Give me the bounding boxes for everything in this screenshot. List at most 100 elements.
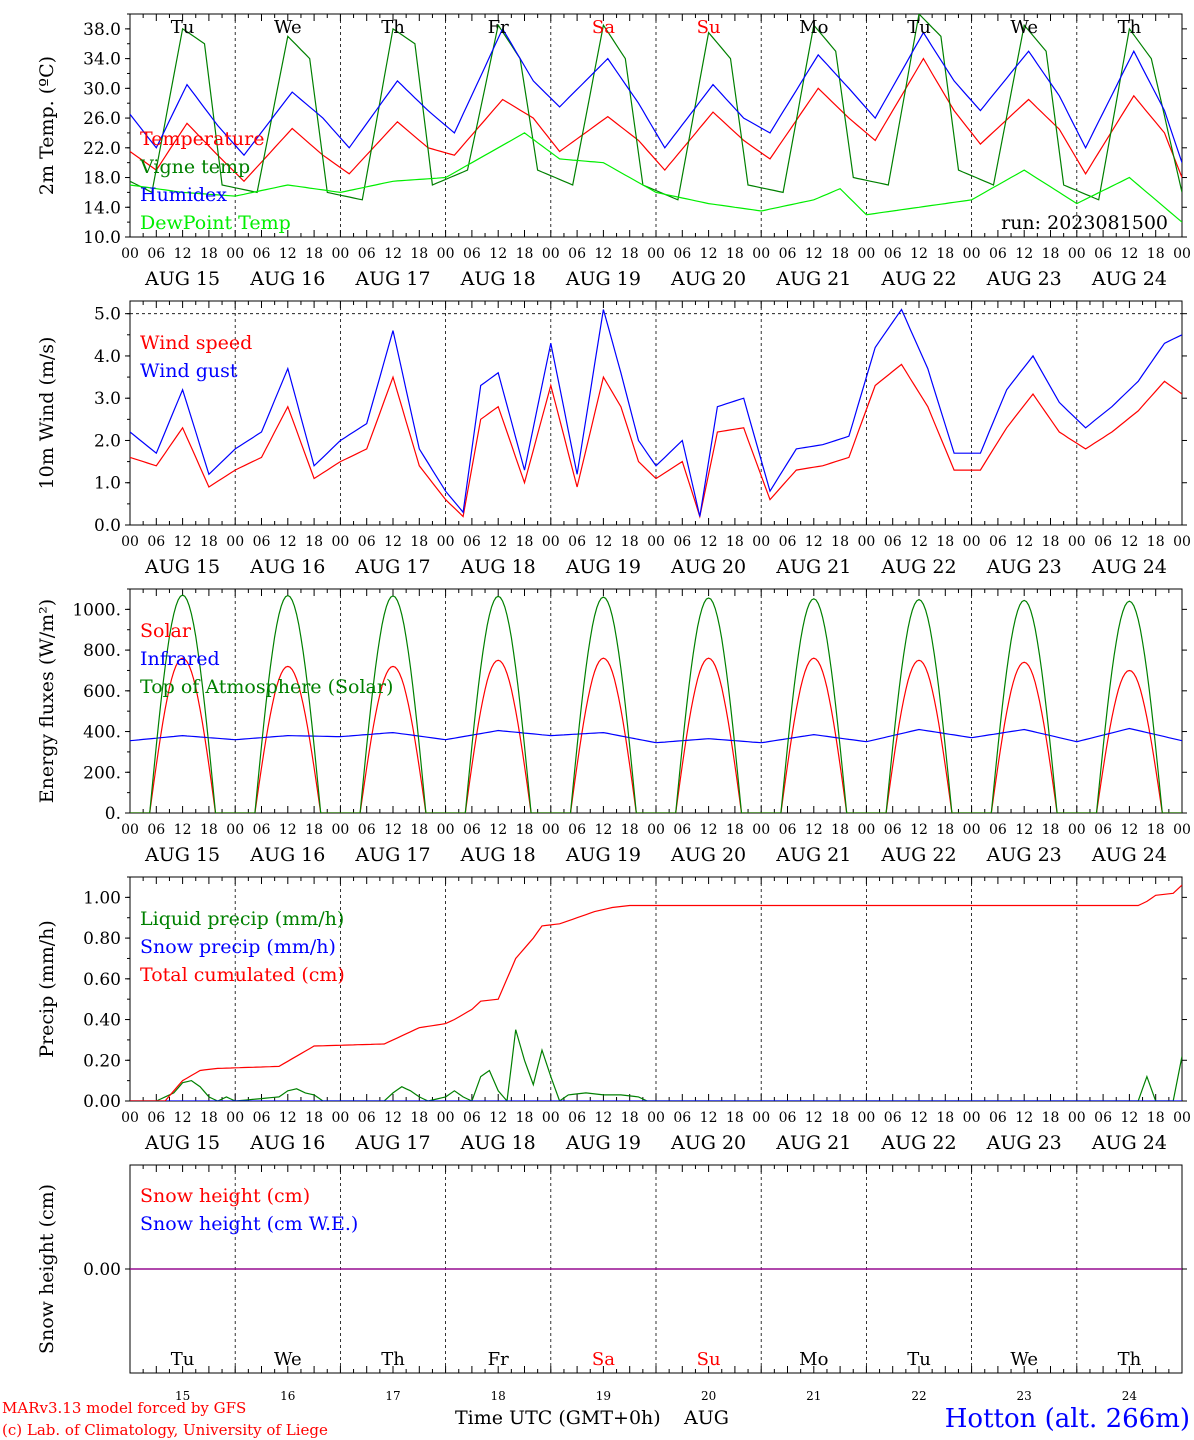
hour-tick-label: 12 bbox=[594, 246, 612, 262]
y-tick-label: 0.80 bbox=[83, 929, 121, 949]
hour-tick-label: 00 bbox=[1068, 246, 1086, 262]
weekday-label: Fr bbox=[488, 17, 509, 38]
hour-tick-label: 00 bbox=[226, 246, 244, 262]
hour-tick-label: 18 bbox=[200, 246, 218, 262]
hour-tick-label: 18 bbox=[936, 246, 954, 262]
panel-frame bbox=[129, 588, 1183, 814]
y-tick-label: 0.0 bbox=[94, 516, 121, 536]
hour-tick-label: 12 bbox=[1015, 1110, 1033, 1126]
hour-tick-label: 12 bbox=[594, 534, 612, 550]
y-tick-label: 26.0 bbox=[83, 109, 121, 129]
y-tick-label: 2.0 bbox=[94, 431, 121, 451]
date-label: AUG 24 bbox=[1091, 556, 1167, 578]
weekday-label: Sa bbox=[592, 1349, 615, 1370]
hour-tick-label: 18 bbox=[200, 534, 218, 550]
model-credit: MARv3.13 model forced by GFS bbox=[2, 1399, 246, 1417]
hour-tick-label: 18 bbox=[1147, 534, 1165, 550]
weekday-label: We bbox=[1010, 17, 1038, 38]
y-tick-label: 3.0 bbox=[94, 389, 121, 409]
hour-tick-label: 00 bbox=[647, 534, 665, 550]
hour-tick-label: 12 bbox=[384, 534, 402, 550]
hour-tick-label: 18 bbox=[200, 822, 218, 838]
hour-tick-label: 00 bbox=[1068, 1110, 1086, 1126]
y-tick-label: 30.0 bbox=[83, 79, 121, 99]
date-label: AUG 23 bbox=[986, 1132, 1062, 1154]
hour-tick-label: 18 bbox=[831, 1110, 849, 1126]
hour-tick-label: 18 bbox=[516, 534, 534, 550]
weekday-label: Tu bbox=[907, 17, 931, 38]
hour-tick-label: 12 bbox=[910, 822, 928, 838]
hour-tick-label: 06 bbox=[884, 822, 902, 838]
series-line-humidex bbox=[130, 27, 1182, 163]
hour-tick-label: 06 bbox=[779, 822, 797, 838]
series-line-wind-speed bbox=[130, 363, 1182, 519]
panel-4: 1.00 0.80 0.60 0.40 0.20 0.00 Precip (mm/h) Liq… bbox=[36, 876, 1191, 1154]
date-label: AUG 19 bbox=[565, 268, 641, 290]
month-label: AUG bbox=[683, 1407, 729, 1429]
date-label: AUG 17 bbox=[354, 1132, 430, 1154]
hour-tick-label: 18 bbox=[621, 246, 639, 262]
series-group bbox=[130, 594, 1182, 813]
hour-tick-label: 12 bbox=[1015, 246, 1033, 262]
hour-tick-label: 06 bbox=[989, 1110, 1007, 1126]
y-tick-label: 38.0 bbox=[83, 20, 121, 40]
hour-tick-label: 18 bbox=[1147, 1110, 1165, 1126]
date-label: AUG 22 bbox=[880, 1132, 956, 1154]
footer: MARv3.13 model forced by GFS (c) Lab. of… bbox=[2, 1399, 1190, 1439]
hour-tick-label: 12 bbox=[594, 822, 612, 838]
day-number: 21 bbox=[806, 1389, 821, 1403]
hour-tick-label: 06 bbox=[463, 246, 481, 262]
date-label: AUG 23 bbox=[986, 556, 1062, 578]
weekday-label: Tu bbox=[171, 1349, 195, 1370]
hour-tick-label: 00 bbox=[437, 822, 455, 838]
hour-tick-label: 18 bbox=[305, 822, 323, 838]
hour-tick-label: 18 bbox=[305, 1110, 323, 1126]
hour-tick-label: 00 bbox=[437, 246, 455, 262]
hour-tick-label: 06 bbox=[1094, 822, 1112, 838]
hour-tick-label: 12 bbox=[279, 246, 297, 262]
panel-3: 1000. 800. 600. 400. 200. 0. Energy fluxes (W/… bbox=[36, 588, 1191, 866]
date-label: AUG 16 bbox=[249, 1132, 325, 1154]
hour-tick-label: 12 bbox=[805, 246, 823, 262]
y-axis-title: Snow height (cm) bbox=[36, 1184, 58, 1354]
hour-tick-label: 00 bbox=[647, 822, 665, 838]
hour-tick-label: 12 bbox=[279, 822, 297, 838]
date-label: AUG 21 bbox=[775, 844, 851, 866]
weekday-label: Fr bbox=[488, 1349, 509, 1370]
hour-tick-label: 06 bbox=[1094, 246, 1112, 262]
hour-tick-label: 06 bbox=[568, 534, 586, 550]
date-label: AUG 15 bbox=[144, 268, 220, 290]
y-tick-label: 10.0 bbox=[83, 228, 121, 248]
legend-entry: Wind speed bbox=[140, 332, 252, 354]
hour-tick-label: 18 bbox=[831, 534, 849, 550]
legend-entry: Vigne temp bbox=[139, 156, 250, 178]
hour-tick-label: 00 bbox=[752, 822, 770, 838]
hour-tick-label: 12 bbox=[1015, 534, 1033, 550]
weekday-label: Tu bbox=[907, 1349, 931, 1370]
day-number: 19 bbox=[596, 1389, 611, 1403]
hour-tick-label: 18 bbox=[1042, 246, 1060, 262]
weekday-label: Th bbox=[381, 17, 405, 38]
weekday-label: Th bbox=[1118, 17, 1142, 38]
hour-tick-label: 06 bbox=[884, 246, 902, 262]
date-label: AUG 21 bbox=[775, 556, 851, 578]
date-label: AUG 18 bbox=[460, 844, 536, 866]
hour-tick-label: 18 bbox=[516, 246, 534, 262]
panel-5: 0.00 Snow height (cm) Snow height (cm) Snow… bbox=[36, 1164, 1187, 1403]
weekday-label: We bbox=[274, 1349, 302, 1370]
hour-tick-label: 12 bbox=[489, 1110, 507, 1126]
y-tick-label: 4.0 bbox=[94, 347, 121, 367]
hour-tick-label: 12 bbox=[594, 1110, 612, 1126]
hour-tick-label: 06 bbox=[779, 1110, 797, 1126]
meteogram-panels: 38.0 34.0 30.0 26.0 22.0 18.0 14.0 10.0 2m Temp.… bbox=[36, 13, 1191, 1403]
legend-entry: Total cumulated (cm) bbox=[140, 964, 345, 986]
hour-tick-label: 18 bbox=[410, 1110, 428, 1126]
hour-tick-label: 18 bbox=[726, 1110, 744, 1126]
hour-tick-label: 00 bbox=[752, 1110, 770, 1126]
hour-tick-label: 00 bbox=[857, 1110, 875, 1126]
hour-tick-label: 00 bbox=[1173, 246, 1191, 262]
panel-frame bbox=[129, 300, 1183, 526]
series-line-total-cumulated-cm- bbox=[130, 884, 1182, 1101]
date-label: AUG 17 bbox=[354, 844, 430, 866]
